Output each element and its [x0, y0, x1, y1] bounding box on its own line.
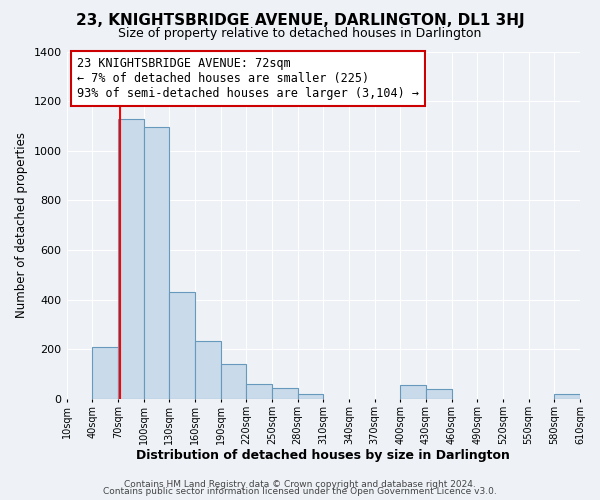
- Bar: [272, 388, 298, 399]
- Bar: [221, 364, 246, 399]
- Bar: [118, 118, 143, 399]
- Bar: [426, 389, 452, 399]
- Bar: [169, 292, 195, 399]
- Text: Size of property relative to detached houses in Darlington: Size of property relative to detached ho…: [118, 28, 482, 40]
- Text: Contains HM Land Registry data © Crown copyright and database right 2024.: Contains HM Land Registry data © Crown c…: [124, 480, 476, 489]
- Bar: [554, 394, 580, 399]
- Bar: [143, 127, 169, 399]
- Bar: [246, 384, 272, 399]
- Bar: [195, 340, 221, 399]
- Text: 23, KNIGHTSBRIDGE AVENUE, DARLINGTON, DL1 3HJ: 23, KNIGHTSBRIDGE AVENUE, DARLINGTON, DL…: [76, 12, 524, 28]
- Text: Contains public sector information licensed under the Open Government Licence v3: Contains public sector information licen…: [103, 487, 497, 496]
- Bar: [298, 394, 323, 399]
- Text: 23 KNIGHTSBRIDGE AVENUE: 72sqm
← 7% of detached houses are smaller (225)
93% of : 23 KNIGHTSBRIDGE AVENUE: 72sqm ← 7% of d…: [77, 56, 419, 100]
- Bar: [400, 386, 426, 399]
- X-axis label: Distribution of detached houses by size in Darlington: Distribution of detached houses by size …: [136, 450, 510, 462]
- Y-axis label: Number of detached properties: Number of detached properties: [15, 132, 28, 318]
- Bar: [92, 347, 118, 399]
